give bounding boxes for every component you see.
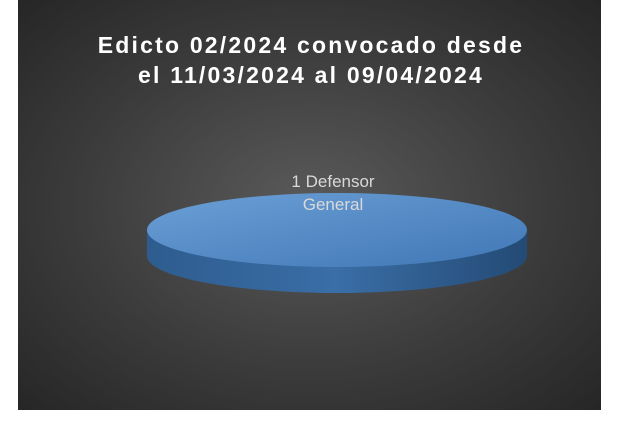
chart-title: Edicto 02/2024 convocado desde el 11/03/…	[97, 32, 525, 88]
pie-slice	[147, 193, 527, 267]
data-label: 1 Defensor General	[268, 170, 398, 216]
category-label: Defensor General	[302, 172, 375, 214]
value-label: 1	[291, 172, 301, 191]
